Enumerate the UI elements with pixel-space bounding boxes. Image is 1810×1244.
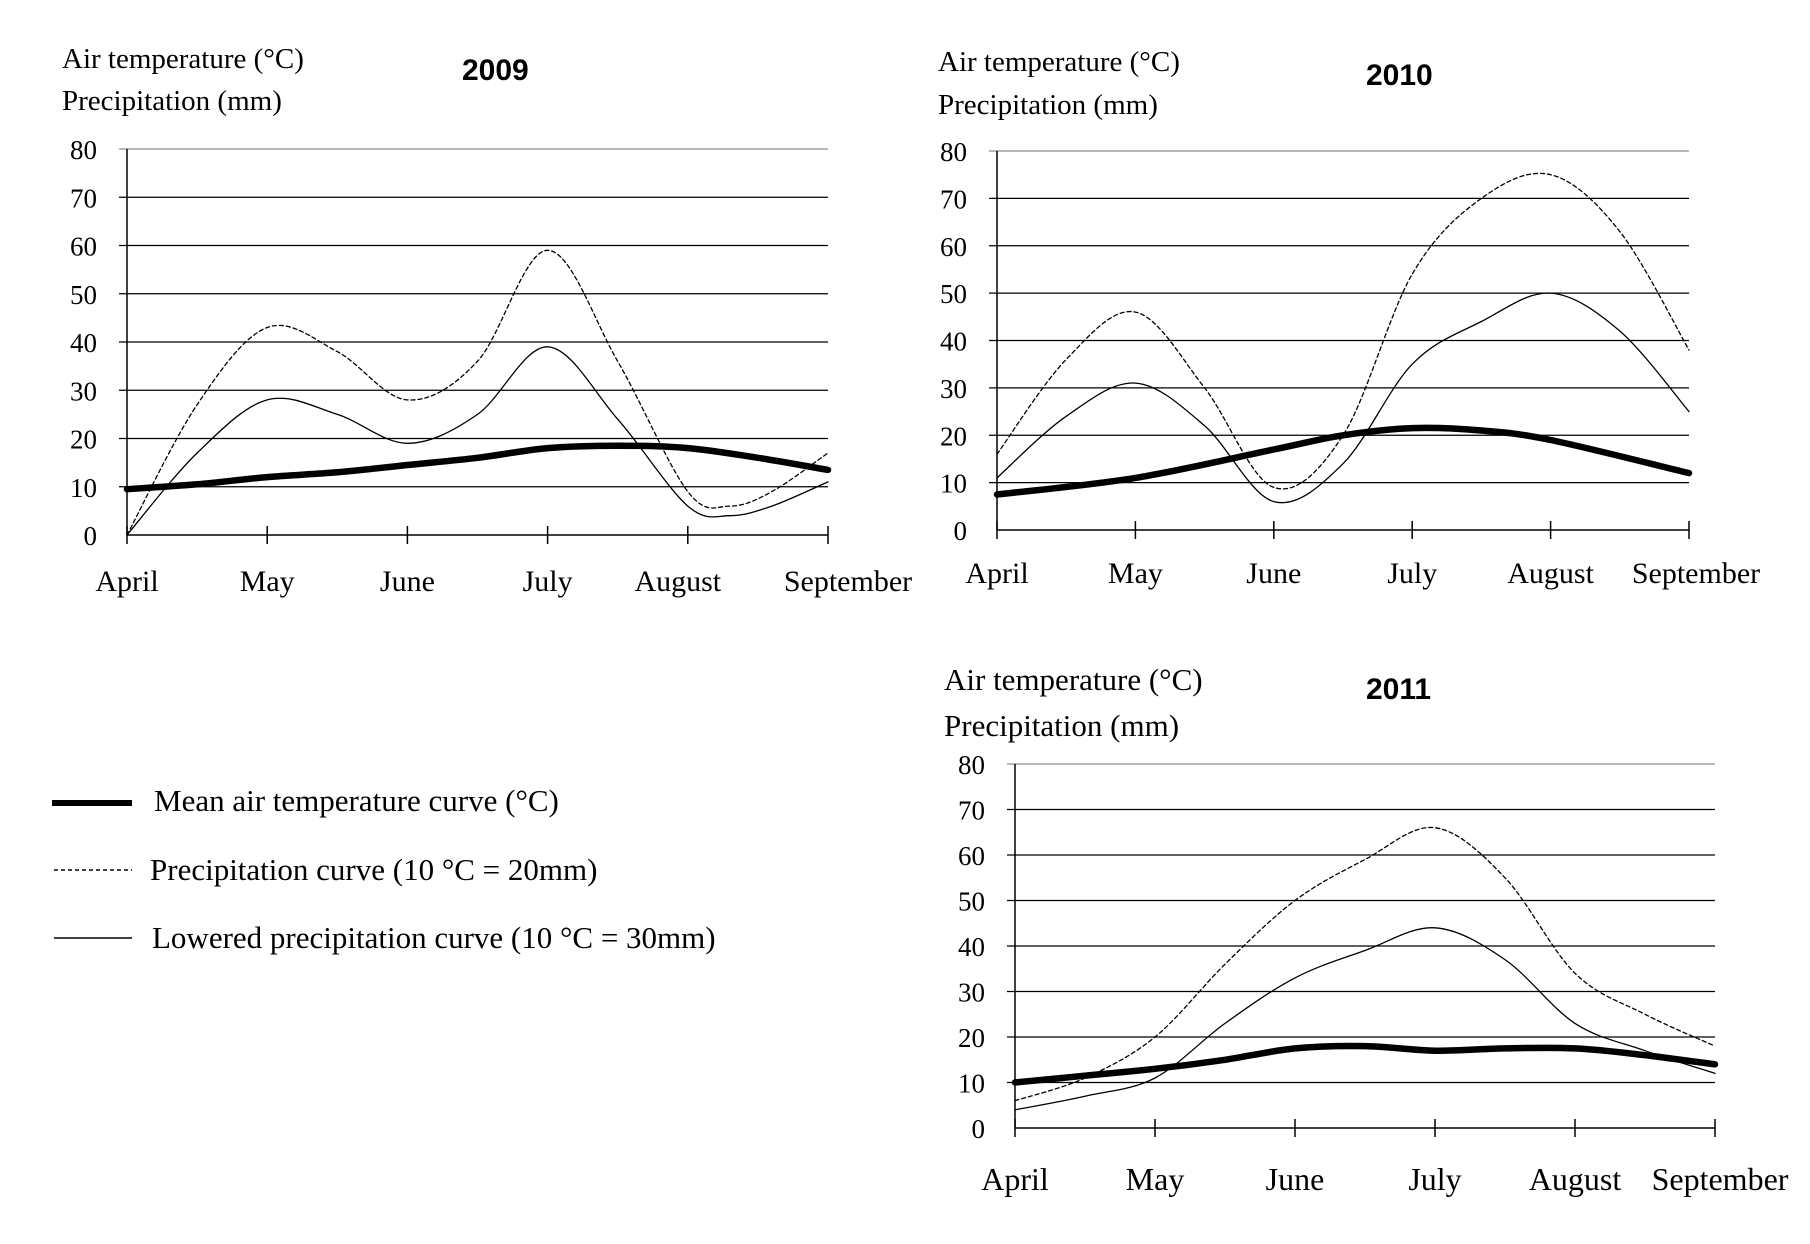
chart-2010-ytick-label-40: 40 xyxy=(940,327,967,357)
chart-2009-series-mean-line xyxy=(123,442,832,493)
chart-2011-ytick-label-60: 60 xyxy=(958,841,985,871)
chart-2011-ytick-label-10: 10 xyxy=(958,1069,985,1099)
chart-2009-ytick-label-50: 50 xyxy=(70,280,97,310)
chart-2010-title: 2010 xyxy=(1366,59,1433,92)
chart-2009-category-label-august: August xyxy=(634,565,721,598)
chart-2010-ytick-label-0: 0 xyxy=(954,516,968,546)
chart-2011-category-label-august: August xyxy=(1529,1161,1622,1197)
chart-2011-ylabel-line-2: Precipitation (mm) xyxy=(944,708,1179,743)
chart-2009-ytick-label-20: 20 xyxy=(70,425,97,455)
chart-2011-ytick-label-40: 40 xyxy=(958,932,985,962)
chart-2011-category-label-july: July xyxy=(1408,1161,1461,1197)
chart-2011-ytick-label-20: 20 xyxy=(958,1023,985,1053)
chart-2010-ytick-label-50: 50 xyxy=(940,279,967,309)
chart-2011-plot: 0 10 20 30 40 50 60 70 80 April May June July August S… xyxy=(958,750,1789,1197)
chart-2011-title: 2011 xyxy=(1366,673,1431,706)
chart-2011-category-label-september: September xyxy=(1652,1161,1789,1197)
chart-2009-ytick-label-80: 80 xyxy=(70,135,97,165)
chart-2009-series-lowered-line xyxy=(126,346,829,536)
legend-mean-label: Mean air temperature curve (°C) xyxy=(154,783,559,818)
chart-2009-ylabel-line-1: Air temperature (°C) xyxy=(62,43,304,75)
chart-2010-series-precip-line xyxy=(996,172,1690,490)
chart-2010-plot: 0 10 20 30 40 50 60 70 80 April May June July August S… xyxy=(940,137,1760,590)
chart-2009-ytick-label-40: 40 xyxy=(70,328,97,358)
chart-2011-ytick-label-70: 70 xyxy=(958,796,985,826)
chart-2009-series-precip-line xyxy=(126,249,829,536)
chart-2009-ytick-label-0: 0 xyxy=(84,521,98,551)
chart-2011-category-label-june: June xyxy=(1266,1161,1325,1197)
chart-2010-ytick-label-30: 30 xyxy=(940,374,967,404)
chart-2010: Air temperature (°C) Precipitation (mm) … xyxy=(938,46,1760,590)
chart-2009: Air temperature (°C) Precipitation (mm) … xyxy=(62,43,912,598)
legend: Mean air temperature curve (°C) Precipit… xyxy=(52,783,716,955)
chart-2010-ytick-label-60: 60 xyxy=(940,232,967,262)
chart-2011-ytick-label-80: 80 xyxy=(958,750,985,780)
chart-2011-ytick-label-30: 30 xyxy=(958,978,985,1008)
chart-2009-ytick-label-60: 60 xyxy=(70,232,97,262)
chart-2011-series-precip-line xyxy=(1014,826,1716,1102)
chart-2009-category-label-july: July xyxy=(523,565,573,598)
chart-2011-category-label-april: April xyxy=(981,1161,1049,1197)
chart-2010-category-label-september: September xyxy=(1632,557,1760,590)
chart-2009-title: 2009 xyxy=(462,54,529,87)
chart-2009-ytick-label-30: 30 xyxy=(70,376,97,406)
chart-2010-category-label-june: June xyxy=(1246,557,1301,590)
chart-2010-ytick-label-20: 20 xyxy=(940,421,967,451)
legend-precip-label: Precipitation curve (10 °C = 20mm) xyxy=(150,852,597,887)
chart-2009-ytick-label-70: 70 xyxy=(70,183,97,213)
chart-2010-category-label-may: May xyxy=(1108,557,1163,590)
chart-2010-ylabel-line-1: Air temperature (°C) xyxy=(938,46,1180,78)
chart-2010-ylabel-line-2: Precipitation (mm) xyxy=(938,89,1158,121)
chart-2009-category-label-june: June xyxy=(380,565,435,598)
chart-2009-category-label-may: May xyxy=(240,565,295,598)
chart-2011-category-label-may: May xyxy=(1126,1161,1185,1197)
legend-lowered-label: Lowered precipitation curve (10 °C = 30m… xyxy=(152,920,716,955)
chart-2010-ytick-label-70: 70 xyxy=(940,184,967,214)
chart-2011-ytick-label-50: 50 xyxy=(958,887,985,917)
chart-2009-ylabel-line-2: Precipitation (mm) xyxy=(62,85,282,117)
chart-2010-category-label-april: April xyxy=(965,557,1028,590)
chart-2010-category-label-august: August xyxy=(1507,557,1594,590)
chart-2009-category-label-april: April xyxy=(95,565,158,598)
chart-2010-series-mean-line xyxy=(993,424,1693,498)
chart-2010-category-label-july: July xyxy=(1387,557,1437,590)
chart-2009-plot: 0 10 20 30 40 50 60 70 80 April May June July August S… xyxy=(70,135,912,598)
chart-2011-ylabel-line-1: Air temperature (°C) xyxy=(944,662,1203,697)
chart-2011-series-lowered-line xyxy=(1014,927,1716,1111)
chart-2011-series-mean-line xyxy=(1011,1042,1719,1086)
chart-2011-ytick-label-0: 0 xyxy=(972,1114,986,1144)
chart-2009-ytick-label-10: 10 xyxy=(70,473,97,503)
chart-2010-series-lowered-line xyxy=(996,292,1690,504)
chart-2010-ytick-label-10: 10 xyxy=(940,469,967,499)
chart-2011: Air temperature (°C) Precipitation (mm) … xyxy=(944,662,1789,1197)
chart-2010-ytick-label-80: 80 xyxy=(940,137,967,167)
chart-2009-category-label-september: September xyxy=(784,565,912,598)
